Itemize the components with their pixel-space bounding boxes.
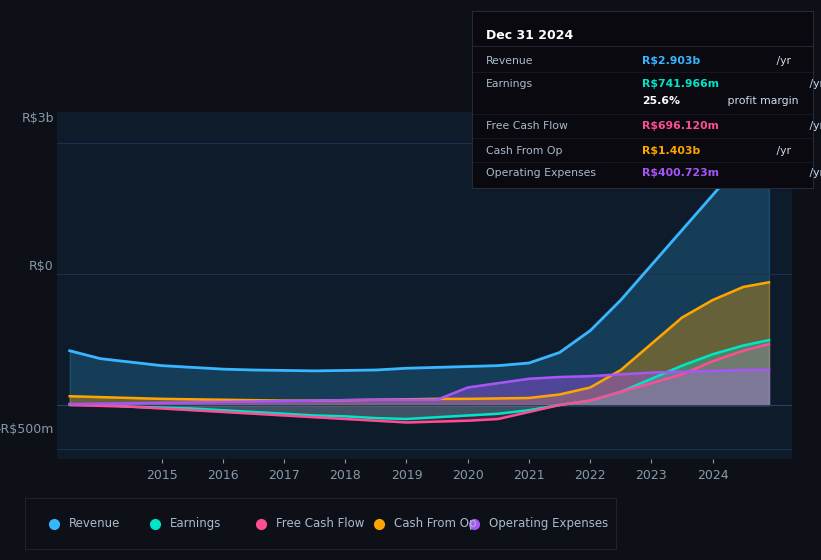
Text: R$400.723m: R$400.723m (643, 169, 719, 179)
Text: -R$500m: -R$500m (0, 423, 54, 436)
Text: Free Cash Flow: Free Cash Flow (486, 121, 567, 131)
Text: R$0: R$0 (29, 260, 54, 273)
Text: Free Cash Flow: Free Cash Flow (276, 517, 365, 530)
Text: /yr: /yr (773, 55, 791, 66)
Text: R$1.403b: R$1.403b (643, 146, 700, 156)
Text: Cash From Op: Cash From Op (394, 517, 476, 530)
Text: Dec 31 2024: Dec 31 2024 (486, 29, 573, 42)
Text: R$741.966m: R$741.966m (643, 78, 719, 88)
Text: Operating Expenses: Operating Expenses (486, 169, 596, 179)
Text: R$3b: R$3b (21, 112, 54, 125)
Text: Revenue: Revenue (486, 55, 533, 66)
Text: /yr: /yr (773, 146, 791, 156)
Text: Cash From Op: Cash From Op (486, 146, 562, 156)
Text: Operating Expenses: Operating Expenses (488, 517, 608, 530)
Text: Revenue: Revenue (69, 517, 121, 530)
Text: profit margin: profit margin (724, 96, 799, 106)
Text: /yr: /yr (806, 169, 821, 179)
Text: Earnings: Earnings (169, 517, 221, 530)
Text: R$2.903b: R$2.903b (643, 55, 700, 66)
Text: 25.6%: 25.6% (643, 96, 681, 106)
Text: Earnings: Earnings (486, 78, 533, 88)
Text: /yr: /yr (806, 78, 821, 88)
Text: R$696.120m: R$696.120m (643, 121, 719, 131)
Text: /yr: /yr (806, 121, 821, 131)
